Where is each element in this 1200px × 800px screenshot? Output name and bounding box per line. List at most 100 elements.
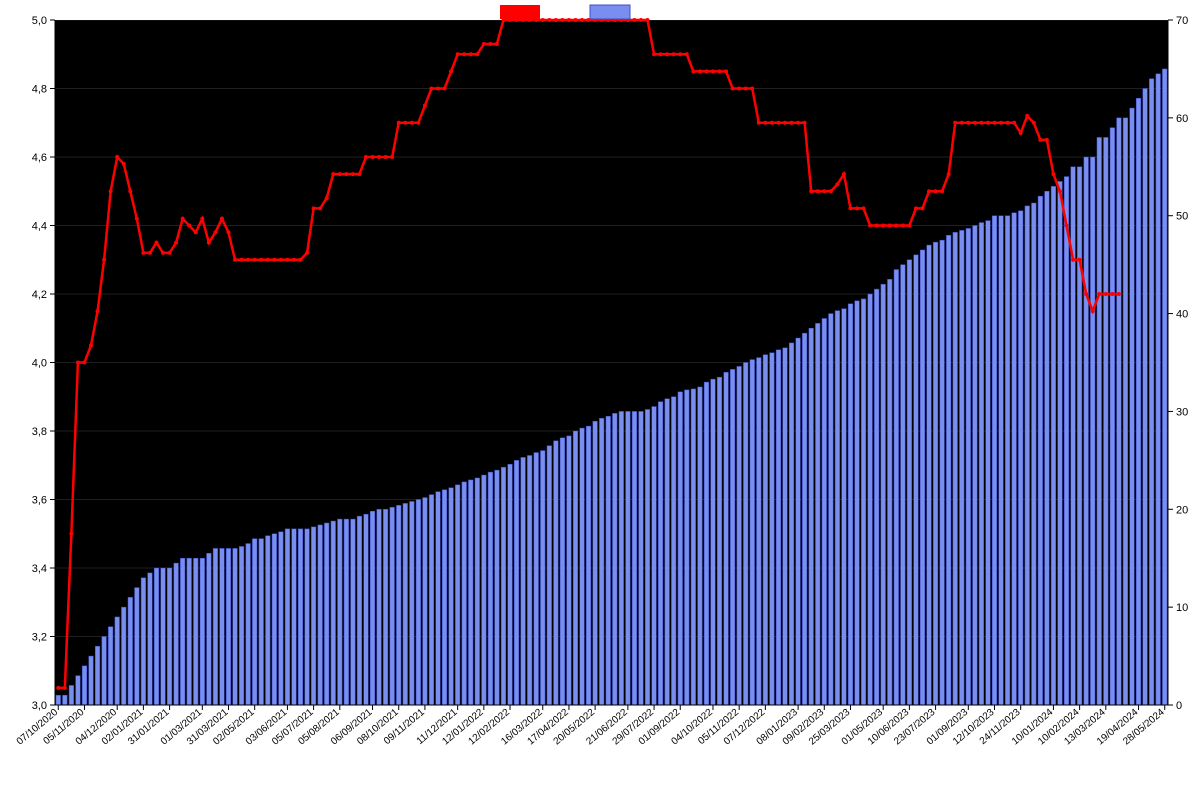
line-marker — [973, 121, 977, 125]
bar — [717, 377, 722, 705]
bar — [999, 216, 1004, 705]
bar — [809, 328, 814, 705]
line-marker — [305, 251, 309, 255]
line-marker — [299, 258, 303, 262]
bar — [226, 548, 231, 705]
line-marker — [757, 121, 761, 125]
line-marker — [881, 224, 885, 228]
bar — [540, 451, 545, 705]
bar — [357, 516, 362, 705]
bar — [246, 544, 251, 705]
bar — [698, 387, 703, 705]
left-tick-label: 5,0 — [32, 15, 47, 27]
legend-swatch-line — [500, 5, 540, 19]
line-marker — [194, 230, 198, 234]
line-marker — [102, 258, 106, 262]
left-tick-label: 4,6 — [32, 152, 47, 164]
bar — [56, 695, 61, 705]
bar — [979, 223, 984, 705]
line-marker — [122, 162, 126, 166]
bar — [351, 519, 356, 705]
line-marker — [318, 206, 322, 210]
line-marker — [187, 224, 191, 228]
bar — [135, 588, 140, 705]
bar — [901, 265, 906, 705]
bar — [364, 514, 369, 705]
bar — [167, 568, 172, 705]
bar — [187, 558, 192, 705]
bar — [861, 299, 866, 705]
bar — [796, 338, 801, 705]
line-marker — [325, 196, 329, 200]
line-marker — [174, 241, 178, 245]
bar — [390, 507, 395, 705]
line-marker — [436, 87, 440, 91]
chart-svg: 3,03,23,43,63,84,04,24,44,64,85,00102030… — [0, 0, 1200, 800]
bar — [534, 453, 539, 705]
bar — [684, 390, 689, 705]
bar — [508, 464, 513, 705]
bar — [527, 455, 532, 705]
bar — [63, 695, 68, 705]
line-marker — [547, 18, 551, 22]
bar — [370, 511, 375, 705]
line-marker — [1051, 172, 1055, 176]
bar — [233, 548, 238, 705]
line-marker — [894, 224, 898, 228]
bar — [1077, 167, 1082, 705]
bar — [410, 501, 415, 705]
line-marker — [659, 52, 663, 56]
line-marker — [1110, 292, 1114, 296]
right-tick-label: 30 — [1176, 406, 1188, 418]
line-marker — [868, 224, 872, 228]
line-marker — [580, 18, 584, 22]
line-marker — [1117, 292, 1121, 296]
bar — [1051, 186, 1056, 705]
right-tick-label: 70 — [1176, 15, 1188, 27]
line-marker — [462, 52, 466, 56]
bar — [449, 488, 454, 705]
bar — [213, 548, 218, 705]
bar — [429, 495, 434, 705]
bar — [154, 568, 159, 705]
bar — [626, 411, 631, 705]
left-tick-label: 4,2 — [32, 289, 47, 301]
line-marker — [181, 217, 185, 221]
line-marker — [646, 18, 650, 22]
line-marker — [56, 686, 60, 690]
bar — [959, 230, 964, 705]
bar — [966, 228, 971, 705]
bar — [665, 399, 670, 705]
line-marker — [554, 18, 558, 22]
line-marker — [711, 69, 715, 73]
line-marker — [632, 18, 636, 22]
bar — [115, 617, 120, 705]
line-marker — [993, 121, 997, 125]
line-marker — [141, 251, 145, 255]
bar — [338, 519, 343, 705]
bar — [501, 467, 506, 705]
bar — [1025, 206, 1030, 705]
line-marker — [403, 121, 407, 125]
bar — [1130, 108, 1135, 705]
line-marker — [364, 155, 368, 159]
bar — [252, 539, 257, 705]
line-marker — [947, 172, 951, 176]
bar — [207, 553, 212, 705]
bar — [658, 402, 663, 705]
right-tick-label: 40 — [1176, 309, 1188, 321]
bar — [383, 509, 388, 705]
bar — [239, 546, 244, 705]
bar — [770, 353, 775, 705]
bar — [495, 470, 500, 705]
bar — [842, 309, 847, 705]
line-marker — [390, 155, 394, 159]
bar — [1162, 69, 1167, 705]
bar — [554, 441, 559, 705]
line-marker — [770, 121, 774, 125]
line-marker — [862, 206, 866, 210]
legend-swatch-bar — [590, 5, 630, 19]
line-marker — [763, 121, 767, 125]
line-marker — [1045, 138, 1049, 142]
bar — [318, 525, 323, 705]
